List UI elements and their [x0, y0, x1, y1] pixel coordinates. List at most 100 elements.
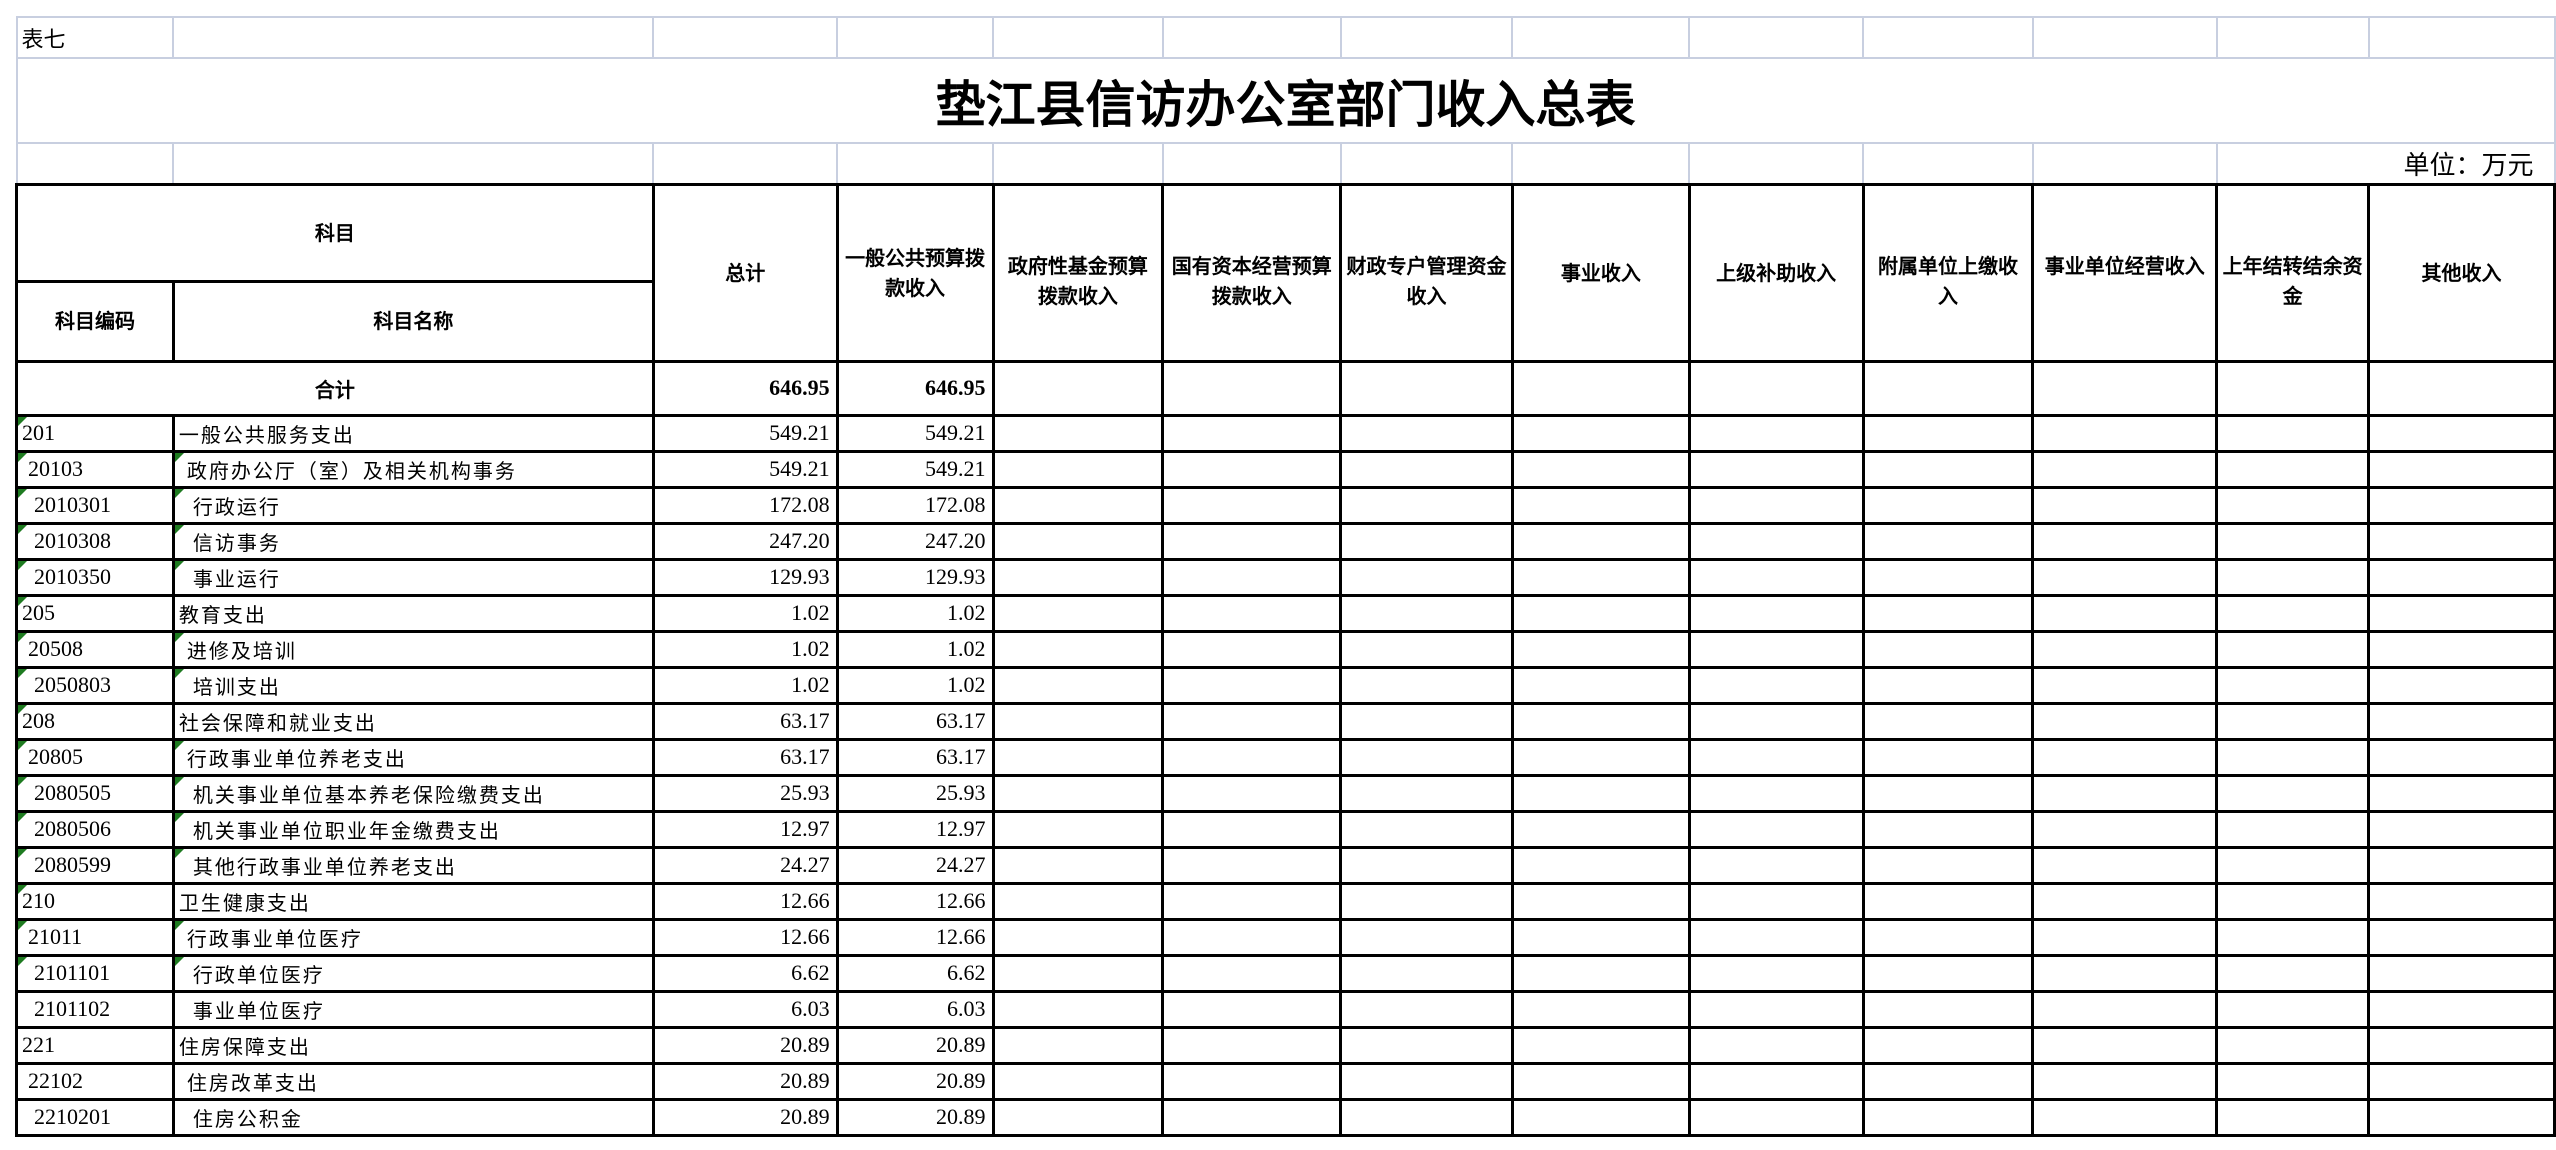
empty-cell[interactable]: [1687, 413, 1865, 453]
subject-name[interactable]: 其他行政事业单位养老支出: [171, 845, 655, 885]
empty-cell[interactable]: [1510, 449, 1691, 489]
subject-code[interactable]: 201: [15, 413, 175, 453]
subject-code[interactable]: 2101102: [15, 989, 175, 1029]
empty-cell[interactable]: [1161, 665, 1343, 705]
empty-cell[interactable]: [1510, 953, 1691, 993]
subject-code[interactable]: 208: [15, 701, 175, 741]
empty-cell[interactable]: [2215, 917, 2371, 957]
total-value[interactable]: 549.21: [651, 413, 839, 453]
empty-cell[interactable]: [1861, 557, 2035, 597]
empty-cell[interactable]: [2367, 521, 2556, 561]
empty-cell[interactable]: [1339, 485, 1514, 525]
total-value[interactable]: [991, 359, 1165, 417]
empty-cell[interactable]: [2215, 701, 2371, 741]
empty-cell[interactable]: [1339, 557, 1514, 597]
empty-cell[interactable]: [1861, 881, 2035, 921]
empty-cell[interactable]: [1861, 917, 2035, 957]
empty-cell[interactable]: [991, 809, 1165, 849]
empty-cell[interactable]: [1161, 737, 1343, 777]
total-value[interactable]: [2031, 359, 2219, 417]
general-budget-value[interactable]: 63.17: [835, 737, 995, 777]
empty-cell[interactable]: [2031, 737, 2219, 777]
empty-cell[interactable]: [1161, 701, 1343, 741]
empty-cell[interactable]: [2215, 593, 2371, 633]
empty-cell[interactable]: [1687, 485, 1865, 525]
empty-cell[interactable]: [1687, 917, 1865, 957]
empty-cell[interactable]: [1510, 809, 1691, 849]
empty-cell[interactable]: [1339, 1061, 1514, 1101]
empty-cell[interactable]: [2031, 665, 2219, 705]
empty-cell[interactable]: [1339, 917, 1514, 957]
cell[interactable]: [2367, 16, 2556, 59]
empty-cell[interactable]: [2367, 593, 2556, 633]
total-value[interactable]: [2367, 359, 2556, 417]
empty-cell[interactable]: [1510, 1025, 1691, 1065]
empty-cell[interactable]: [2367, 737, 2556, 777]
empty-cell[interactable]: [1510, 773, 1691, 813]
empty-cell[interactable]: [1510, 917, 1691, 957]
cell[interactable]: [172, 142, 655, 185]
empty-cell[interactable]: [2367, 989, 2556, 1029]
empty-cell[interactable]: [2031, 845, 2219, 885]
empty-cell[interactable]: [1687, 737, 1865, 777]
subject-name[interactable]: 住房公积金: [171, 1097, 655, 1137]
empty-cell[interactable]: [991, 1025, 1165, 1065]
subject-code[interactable]: 2080505: [15, 773, 175, 813]
empty-cell[interactable]: [2215, 449, 2371, 489]
empty-cell[interactable]: [1687, 449, 1865, 489]
empty-cell[interactable]: [1861, 845, 2035, 885]
empty-cell[interactable]: [1510, 413, 1691, 453]
empty-cell[interactable]: [991, 701, 1165, 741]
empty-cell[interactable]: [1510, 593, 1691, 633]
empty-cell[interactable]: [2031, 773, 2219, 813]
subject-name[interactable]: 培训支出: [171, 665, 655, 705]
empty-cell[interactable]: [1161, 629, 1343, 669]
subject-name[interactable]: 事业单位医疗: [171, 989, 655, 1029]
total-value[interactable]: 247.20: [651, 521, 839, 561]
total-value[interactable]: 549.21: [651, 449, 839, 489]
header-col[interactable]: 附属单位上缴收入: [1861, 182, 2035, 363]
empty-cell[interactable]: [1161, 1097, 1343, 1137]
empty-cell[interactable]: [2031, 701, 2219, 741]
general-budget-value[interactable]: 20.89: [835, 1061, 995, 1101]
empty-cell[interactable]: [1161, 809, 1343, 849]
subject-code[interactable]: 2010308: [15, 521, 175, 561]
empty-cell[interactable]: [1861, 1025, 2035, 1065]
empty-cell[interactable]: [1510, 485, 1691, 525]
total-value[interactable]: 1.02: [651, 593, 839, 633]
header-col[interactable]: 其他收入: [2367, 182, 2556, 363]
cell[interactable]: [836, 16, 995, 59]
subject-code[interactable]: 2050803: [15, 665, 175, 705]
empty-cell[interactable]: [1861, 737, 2035, 777]
empty-cell[interactable]: [2367, 917, 2556, 957]
header-col[interactable]: 事业收入: [1510, 182, 1691, 363]
header-col[interactable]: 一般公共预算拨款收入: [835, 182, 995, 363]
empty-cell[interactable]: [1687, 1025, 1865, 1065]
general-budget-value[interactable]: 1.02: [835, 665, 995, 705]
general-budget-value[interactable]: 63.17: [835, 701, 995, 741]
total-value[interactable]: 20.89: [651, 1061, 839, 1101]
empty-cell[interactable]: [2031, 989, 2219, 1029]
empty-cell[interactable]: [1161, 917, 1343, 957]
empty-cell[interactable]: [2215, 1061, 2371, 1101]
empty-cell[interactable]: [1161, 413, 1343, 453]
empty-cell[interactable]: [2031, 953, 2219, 993]
empty-cell[interactable]: [1339, 593, 1514, 633]
cell[interactable]: [652, 16, 839, 59]
general-budget-value[interactable]: 12.66: [835, 917, 995, 957]
empty-cell[interactable]: [991, 449, 1165, 489]
empty-cell[interactable]: [2367, 881, 2556, 921]
empty-cell[interactable]: [991, 1097, 1165, 1137]
empty-cell[interactable]: [1687, 845, 1865, 885]
empty-cell[interactable]: [1687, 1097, 1865, 1137]
empty-cell[interactable]: [2215, 1097, 2371, 1137]
empty-cell[interactable]: [991, 629, 1165, 669]
empty-cell[interactable]: [1339, 809, 1514, 849]
cell[interactable]: [1511, 142, 1691, 185]
empty-cell[interactable]: [1161, 989, 1343, 1029]
subject-name[interactable]: 教育支出: [171, 593, 655, 633]
subject-name[interactable]: 行政事业单位养老支出: [171, 737, 655, 777]
general-budget-value[interactable]: 129.93: [835, 557, 995, 597]
empty-cell[interactable]: [2367, 845, 2556, 885]
subject-name[interactable]: 一般公共服务支出: [171, 413, 655, 453]
